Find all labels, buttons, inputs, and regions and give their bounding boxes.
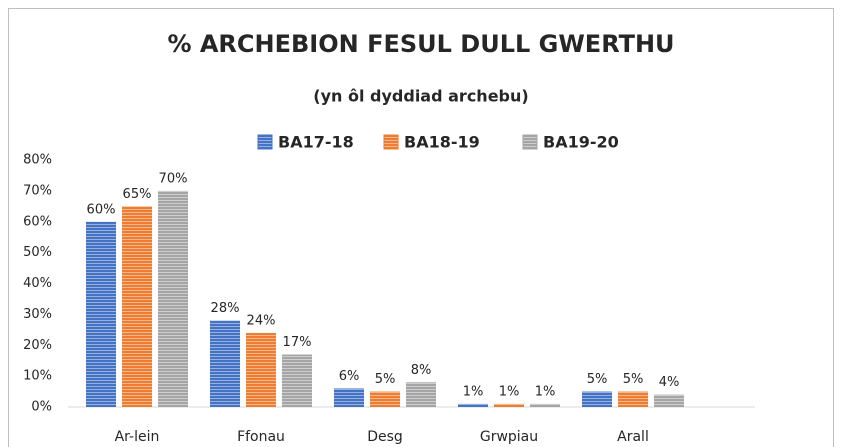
value-label: 17%: [283, 335, 312, 350]
bar: [158, 190, 188, 407]
x-tick-label: Desg: [367, 429, 403, 445]
bar: [458, 403, 488, 407]
bar: [582, 391, 612, 407]
y-tick-label: 0%: [31, 400, 52, 415]
legend-swatch: [522, 134, 538, 150]
chart-title: % ARCHEBION FESUL DULL GWERTHU: [167, 30, 674, 58]
value-label: 24%: [247, 313, 276, 328]
y-tick-label: 40%: [23, 276, 52, 291]
bar: [246, 332, 276, 407]
y-tick-label: 10%: [23, 369, 52, 384]
value-label: 6%: [339, 369, 360, 384]
bar: [86, 221, 116, 407]
legend-label: BA18-19: [404, 133, 480, 152]
value-label: 65%: [123, 187, 152, 202]
legend-swatch: [257, 134, 273, 150]
value-label: 70%: [159, 171, 188, 186]
value-label: 5%: [587, 372, 608, 387]
y-tick-label: 20%: [23, 338, 52, 353]
y-tick-label: 80%: [23, 153, 52, 168]
value-label: 60%: [87, 202, 116, 217]
bar: [282, 354, 312, 407]
bar: [406, 382, 436, 407]
legend-label: BA17-18: [278, 133, 354, 152]
bar: [122, 206, 152, 407]
y-tick-label: 70%: [23, 183, 52, 198]
value-label: 1%: [535, 384, 556, 399]
value-label: 28%: [211, 301, 240, 316]
value-label: 4%: [659, 375, 680, 390]
legend-swatch: [383, 134, 399, 150]
value-label: 5%: [623, 372, 644, 387]
bar: [494, 403, 524, 407]
y-tick-label: 60%: [23, 214, 52, 229]
bar: [370, 391, 400, 407]
value-label: 5%: [375, 372, 396, 387]
chart-subtitle: (yn ôl dyddiad archebu): [313, 87, 528, 106]
bar: [618, 391, 648, 407]
value-label: 1%: [499, 384, 520, 399]
bar: [210, 320, 240, 407]
value-label: 8%: [411, 363, 432, 378]
x-tick-label: Arall: [617, 429, 649, 445]
value-label: 1%: [463, 384, 484, 399]
x-tick-label: Ffonau: [237, 429, 285, 445]
y-tick-label: 50%: [23, 245, 52, 260]
x-tick-label: Ar-lein: [115, 429, 160, 445]
bar: [530, 403, 560, 407]
bar: [334, 388, 364, 407]
bar: [654, 394, 684, 407]
x-tick-label: Grwpiau: [480, 429, 538, 445]
legend-label: BA19-20: [543, 133, 619, 152]
y-tick-label: 30%: [23, 307, 52, 322]
